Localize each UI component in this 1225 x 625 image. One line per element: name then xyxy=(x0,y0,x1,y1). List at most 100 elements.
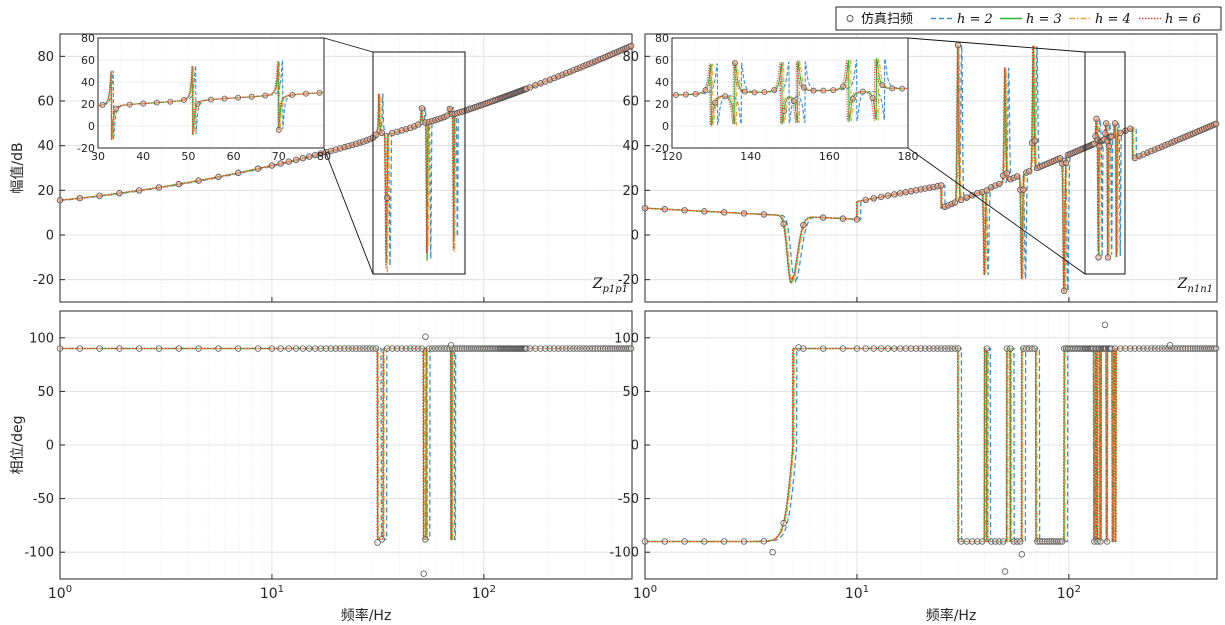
scatter-point xyxy=(322,345,330,352)
x-tick-label: 100 xyxy=(633,584,657,602)
scatter-point xyxy=(389,345,396,352)
scatter-point xyxy=(983,345,991,352)
plot-layer: -20 0 20 40 60 80 Zp1p1 幅值/dB -20 0 20 40 60 80 30 40 50… xyxy=(10,6,1222,624)
legend-marker-0 xyxy=(846,15,854,22)
scatter-point xyxy=(954,41,962,49)
scatter-point xyxy=(332,345,339,352)
scatter-point xyxy=(311,345,319,352)
x-tick-label: 101 xyxy=(260,584,284,602)
legend-label-3: h = 4 xyxy=(1095,12,1131,27)
scatter-point xyxy=(1046,538,1053,545)
inset-y-tick-label: 60 xyxy=(655,54,669,67)
scatter-point xyxy=(463,345,470,352)
scatter-point xyxy=(641,204,649,212)
scatter-point xyxy=(760,538,767,545)
scatter-point xyxy=(254,165,262,172)
y-tick-label: 0 xyxy=(46,439,54,454)
scatter-point xyxy=(884,345,892,352)
scatter-point xyxy=(996,180,1003,188)
scatter-point xyxy=(546,345,554,352)
inset-x-tick-label: 180 xyxy=(898,150,919,163)
scatter-point xyxy=(627,42,635,50)
y-tick-label: -50 xyxy=(33,492,54,507)
scatter-point xyxy=(1111,345,1119,352)
x-tick-label: 101 xyxy=(845,584,869,602)
scatter-point xyxy=(1194,345,1201,352)
zoom-region-box xyxy=(372,51,466,275)
scatter-point xyxy=(1111,120,1119,127)
inset-y-tick-label: 40 xyxy=(81,76,95,89)
inset-scatter-point xyxy=(167,98,174,105)
scatter-point xyxy=(285,345,292,352)
inset-y-tick-label: 0 xyxy=(662,120,669,133)
inset-scatter-point xyxy=(820,87,827,94)
y-tick-label: 0 xyxy=(631,439,639,454)
scatter-point xyxy=(1166,342,1174,349)
scatter-point xyxy=(1070,345,1077,352)
scatter-point xyxy=(760,211,767,218)
scatter-point xyxy=(1102,120,1110,127)
scatter-point xyxy=(978,538,986,545)
inset-x-tick-label: 160 xyxy=(819,150,840,163)
y-tick-label: 20 xyxy=(622,184,639,199)
scatter-point xyxy=(526,345,534,352)
scatter-point xyxy=(1031,137,1038,145)
legend-label-0: 仿真扫频 xyxy=(861,12,913,27)
inset-x-tick-label: 70 xyxy=(272,150,286,163)
scatter-point xyxy=(870,345,877,352)
inset-scatter-point xyxy=(781,108,788,115)
scatter-point xyxy=(969,538,976,545)
scatter-point xyxy=(974,538,981,545)
inset-scatter-point xyxy=(879,82,886,89)
scatter-point xyxy=(1108,345,1115,352)
inset-scatter-point xyxy=(692,91,699,97)
series-line xyxy=(645,45,1217,292)
inset-scatter-point xyxy=(248,93,255,100)
scatter-point xyxy=(443,112,451,119)
scatter-point xyxy=(641,538,649,545)
scatter-point xyxy=(907,345,915,352)
scatter-point xyxy=(268,162,276,169)
scatter-point xyxy=(356,345,364,352)
inset-scatter-point xyxy=(702,87,709,94)
inset-scatter-point xyxy=(672,92,679,98)
scatter-point xyxy=(446,105,453,113)
scatter-point xyxy=(780,519,787,527)
legend-label-4: h = 6 xyxy=(1165,12,1201,27)
inset-mag_n: -20 0 20 40 60 80 120 140 160 180 xyxy=(651,32,918,163)
scatter-point xyxy=(461,345,468,352)
inset-x-tick-label: 30 xyxy=(91,150,105,163)
scatter-point xyxy=(1075,345,1082,352)
scatter-point xyxy=(896,190,904,197)
scatter-point xyxy=(1093,115,1100,123)
panel-ph_p: -100 -50 0 50 100 100 101 102 相位/deg 频率/Hz xyxy=(10,310,635,624)
scatter-point xyxy=(938,182,945,189)
y-tick-label: -20 xyxy=(33,273,54,288)
scatter-point xyxy=(1212,345,1220,352)
scatter-point xyxy=(625,345,633,352)
inset-x-tick-label: 140 xyxy=(740,150,761,163)
y-tick-label: -100 xyxy=(24,546,54,561)
scatter-point xyxy=(447,342,455,349)
scatter-point xyxy=(175,180,182,188)
scatter-point xyxy=(1010,538,1018,545)
inset-scatter-point xyxy=(275,126,282,133)
inset-y-tick-label: 40 xyxy=(655,76,669,89)
scatter-point xyxy=(1026,168,1033,175)
scatter-point xyxy=(422,536,429,543)
scatter-point xyxy=(862,345,869,352)
series-line xyxy=(645,347,1217,543)
scatter-point xyxy=(234,345,242,352)
inset-scatter-point xyxy=(302,90,309,97)
scatter-point xyxy=(268,345,276,352)
scatter-point xyxy=(661,206,668,213)
scatter-point xyxy=(1001,568,1009,575)
inset-border xyxy=(671,37,909,149)
inset-scatter-point xyxy=(180,97,187,103)
scatter-point xyxy=(839,215,847,222)
inset-scatter-point xyxy=(153,99,160,106)
inset-x-tick-label: 60 xyxy=(227,150,241,163)
inset-scatter-point xyxy=(682,91,689,98)
scatter-point xyxy=(299,154,307,162)
scatter-point xyxy=(254,345,262,352)
